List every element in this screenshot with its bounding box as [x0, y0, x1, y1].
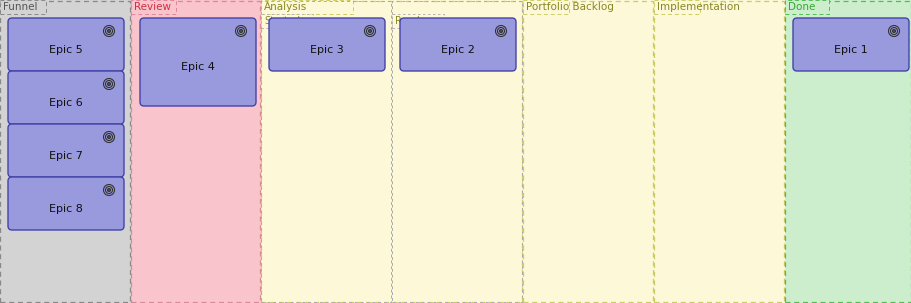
Text: Done: Done: [787, 2, 814, 12]
Bar: [261, 1, 522, 302]
Text: Epic 7: Epic 7: [49, 151, 83, 161]
Text: Portfolio Backlog: Portfolio Backlog: [526, 2, 613, 12]
Bar: [392, 14, 444, 28]
Bar: [131, 0, 261, 303]
Text: Epic 3: Epic 3: [310, 45, 343, 55]
Text: Epic 5: Epic 5: [49, 45, 83, 55]
FancyBboxPatch shape: [140, 18, 256, 106]
FancyBboxPatch shape: [8, 18, 124, 71]
FancyBboxPatch shape: [400, 18, 516, 71]
FancyBboxPatch shape: [8, 71, 124, 124]
Bar: [784, 1, 910, 302]
FancyBboxPatch shape: [8, 177, 124, 230]
Circle shape: [107, 29, 110, 32]
Bar: [654, 1, 783, 302]
Bar: [392, 1, 522, 302]
Bar: [653, 0, 699, 14]
Bar: [261, 0, 522, 303]
Bar: [522, 0, 568, 14]
FancyBboxPatch shape: [8, 124, 124, 177]
Bar: [261, 1, 391, 302]
FancyBboxPatch shape: [793, 18, 908, 71]
Bar: [1, 1, 130, 302]
Text: Funnel: Funnel: [3, 2, 37, 12]
Bar: [261, 14, 313, 28]
Bar: [131, 0, 177, 14]
Text: Epic 4: Epic 4: [181, 62, 215, 72]
Circle shape: [107, 188, 110, 191]
Circle shape: [240, 29, 242, 32]
Text: Epic 2: Epic 2: [441, 45, 475, 55]
Circle shape: [499, 29, 502, 32]
Bar: [784, 0, 911, 303]
Bar: [784, 0, 828, 14]
Bar: [131, 1, 261, 302]
Text: Started: Started: [263, 16, 300, 26]
Text: Analysis: Analysis: [263, 2, 307, 12]
Text: Epic 8: Epic 8: [49, 204, 83, 214]
Circle shape: [368, 29, 371, 32]
Text: Epic 6: Epic 6: [49, 98, 83, 108]
Text: Ready: Ready: [394, 16, 425, 26]
Bar: [522, 0, 653, 303]
Circle shape: [107, 82, 110, 85]
Text: Implementation: Implementation: [656, 2, 739, 12]
Circle shape: [107, 135, 110, 138]
Text: Review: Review: [134, 2, 171, 12]
Bar: [653, 0, 784, 303]
FancyBboxPatch shape: [269, 18, 384, 71]
Circle shape: [892, 29, 895, 32]
Bar: [0, 0, 131, 303]
Bar: [523, 1, 653, 302]
Bar: [261, 0, 353, 14]
Bar: [0, 0, 46, 14]
Text: Epic 1: Epic 1: [834, 45, 867, 55]
